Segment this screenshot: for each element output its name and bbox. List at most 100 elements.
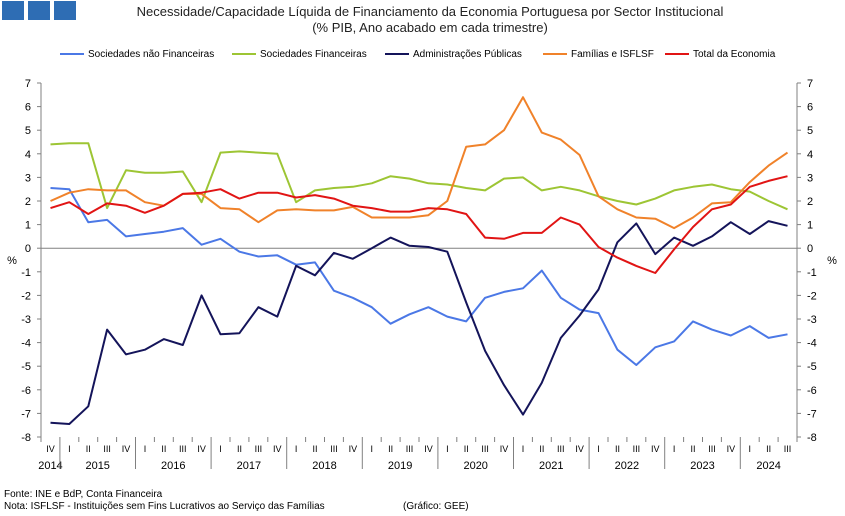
x-tick-label: IV — [273, 444, 282, 454]
series-line-familias — [50, 96, 789, 230]
chart-legend: Sociedades não Financeiras Sociedades Fi… — [0, 49, 845, 63]
y-tick-label-left: -1 — [21, 267, 31, 279]
y-tick-label-left: -7 — [21, 408, 31, 420]
x-tick-label: I — [370, 444, 373, 454]
legend-swatch — [60, 53, 84, 56]
y-tick-label-left: -6 — [21, 385, 31, 397]
x-tick-label: IV — [122, 444, 131, 454]
x-tick-label: II — [161, 444, 166, 454]
year-label: 2020 — [463, 460, 487, 472]
y-tick-label-left: -3 — [21, 314, 31, 326]
year-label: 2023 — [690, 460, 714, 472]
year-label: 2022 — [615, 460, 639, 472]
x-tick-label: II — [313, 444, 318, 454]
legend-item-administracoes-publicas: Administrações Públicas — [385, 49, 522, 60]
x-tick-label: III — [103, 444, 111, 454]
y-tick-label-left: 2 — [25, 196, 31, 208]
x-tick-label: IV — [197, 444, 206, 454]
y-tick-label-right: 1 — [807, 220, 813, 232]
legend-item-sociedades-nao-financeiras: Sociedades não Financeiras — [60, 49, 214, 60]
year-label: 2021 — [539, 460, 563, 472]
y-tick-label-left: 7 — [25, 78, 31, 90]
x-tick-label: II — [766, 444, 771, 454]
y-tick-label-right: 7 — [807, 78, 813, 90]
x-tick-label: III — [633, 444, 641, 454]
x-tick-label: I — [144, 444, 147, 454]
series-line-total — [50, 175, 788, 274]
y-tick-label-right: 5 — [807, 125, 813, 137]
y-tick-label-left: -8 — [21, 432, 31, 444]
x-tick-label: II — [388, 444, 393, 454]
year-label: 2017 — [237, 460, 261, 472]
logo-block-1 — [2, 1, 24, 20]
source-note: Fonte: INE e BdP, Conta Financeira — [4, 489, 163, 500]
legend-label: Administrações Públicas — [413, 49, 522, 60]
logo — [2, 1, 76, 20]
x-tick-label: II — [691, 444, 696, 454]
series-line-sociedades-financeiras — [50, 142, 788, 211]
x-tick-label: III — [255, 444, 263, 454]
legend-label: Total da Economia — [693, 49, 776, 60]
x-tick-label: I — [68, 444, 71, 454]
x-tick-label: III — [330, 444, 338, 454]
legend-label: Sociedades não Financeiras — [88, 49, 215, 60]
y-tick-label-left: 5 — [25, 125, 31, 137]
y-axis-label-right: % — [827, 255, 837, 267]
year-label: 2015 — [85, 460, 109, 472]
y-tick-label-left: 0 — [25, 243, 31, 255]
x-tick-label: IV — [46, 444, 55, 454]
y-tick-label-left: 1 — [25, 220, 31, 232]
year-label: 2024 — [756, 460, 780, 472]
legend-swatch — [385, 53, 409, 56]
x-tick-label: II — [615, 444, 620, 454]
y-tick-label-right: 4 — [807, 149, 813, 161]
x-tick-label: II — [237, 444, 242, 454]
x-tick-label: IV — [575, 444, 584, 454]
y-tick-label-left: -2 — [21, 290, 31, 302]
x-tick-label: IV — [424, 444, 433, 454]
y-axis-label-left: % — [7, 255, 17, 267]
x-tick-label: III — [784, 444, 792, 454]
x-tick-label: I — [295, 444, 298, 454]
y-tick-label-right: -4 — [807, 338, 817, 350]
y-tick-label-right: -2 — [807, 290, 817, 302]
logo-block-2 — [28, 1, 50, 20]
series-line-sociedades-nao-financeiras — [50, 187, 788, 366]
y-tick-label-right: -3 — [807, 314, 817, 326]
chart-title: Necessidade/Capacidade Líquida de Financ… — [136, 4, 724, 19]
x-tick-label: I — [673, 444, 676, 454]
year-label: 2019 — [388, 460, 412, 472]
y-tick-label-right: -1 — [807, 267, 817, 279]
y-tick-label-right: -7 — [807, 408, 817, 420]
y-tick-label-left: -5 — [21, 361, 31, 373]
x-tick-label: I — [446, 444, 449, 454]
x-tick-label: I — [522, 444, 525, 454]
y-tick-label-right: 3 — [807, 172, 813, 184]
y-tick-label-right: 6 — [807, 102, 813, 114]
logo-block-3 — [54, 1, 76, 20]
x-tick-label: III — [481, 444, 489, 454]
year-label: 2018 — [312, 460, 336, 472]
y-tick-label-left: -4 — [21, 338, 31, 350]
graph-credit: (Gráfico: GEE) — [403, 501, 469, 512]
y-tick-label-right: 0 — [807, 243, 813, 255]
year-label: 2016 — [161, 460, 185, 472]
x-tick-label: IV — [651, 444, 660, 454]
x-tick-label: II — [464, 444, 469, 454]
y-tick-label-right: -6 — [807, 385, 817, 397]
series-line-administracoes-publicas — [50, 220, 788, 425]
footnote: Nota: ISFLSF - Instituições sem Fins Luc… — [4, 501, 325, 512]
x-tick-label: II — [539, 444, 544, 454]
x-tick-label: I — [748, 444, 751, 454]
year-label: 2014 — [38, 460, 62, 472]
y-tick-label-right: 2 — [807, 196, 813, 208]
legend-swatch — [232, 53, 256, 56]
y-tick-label-left: 4 — [25, 149, 31, 161]
y-tick-label-left: 3 — [25, 172, 31, 184]
x-tick-label: I — [219, 444, 222, 454]
legend-label: Sociedades Financeiras — [260, 49, 367, 60]
legend-item-total-da-economia: Total da Economia — [665, 49, 775, 60]
y-tick-label-left: 6 — [25, 102, 31, 114]
x-tick-label: IV — [349, 444, 358, 454]
